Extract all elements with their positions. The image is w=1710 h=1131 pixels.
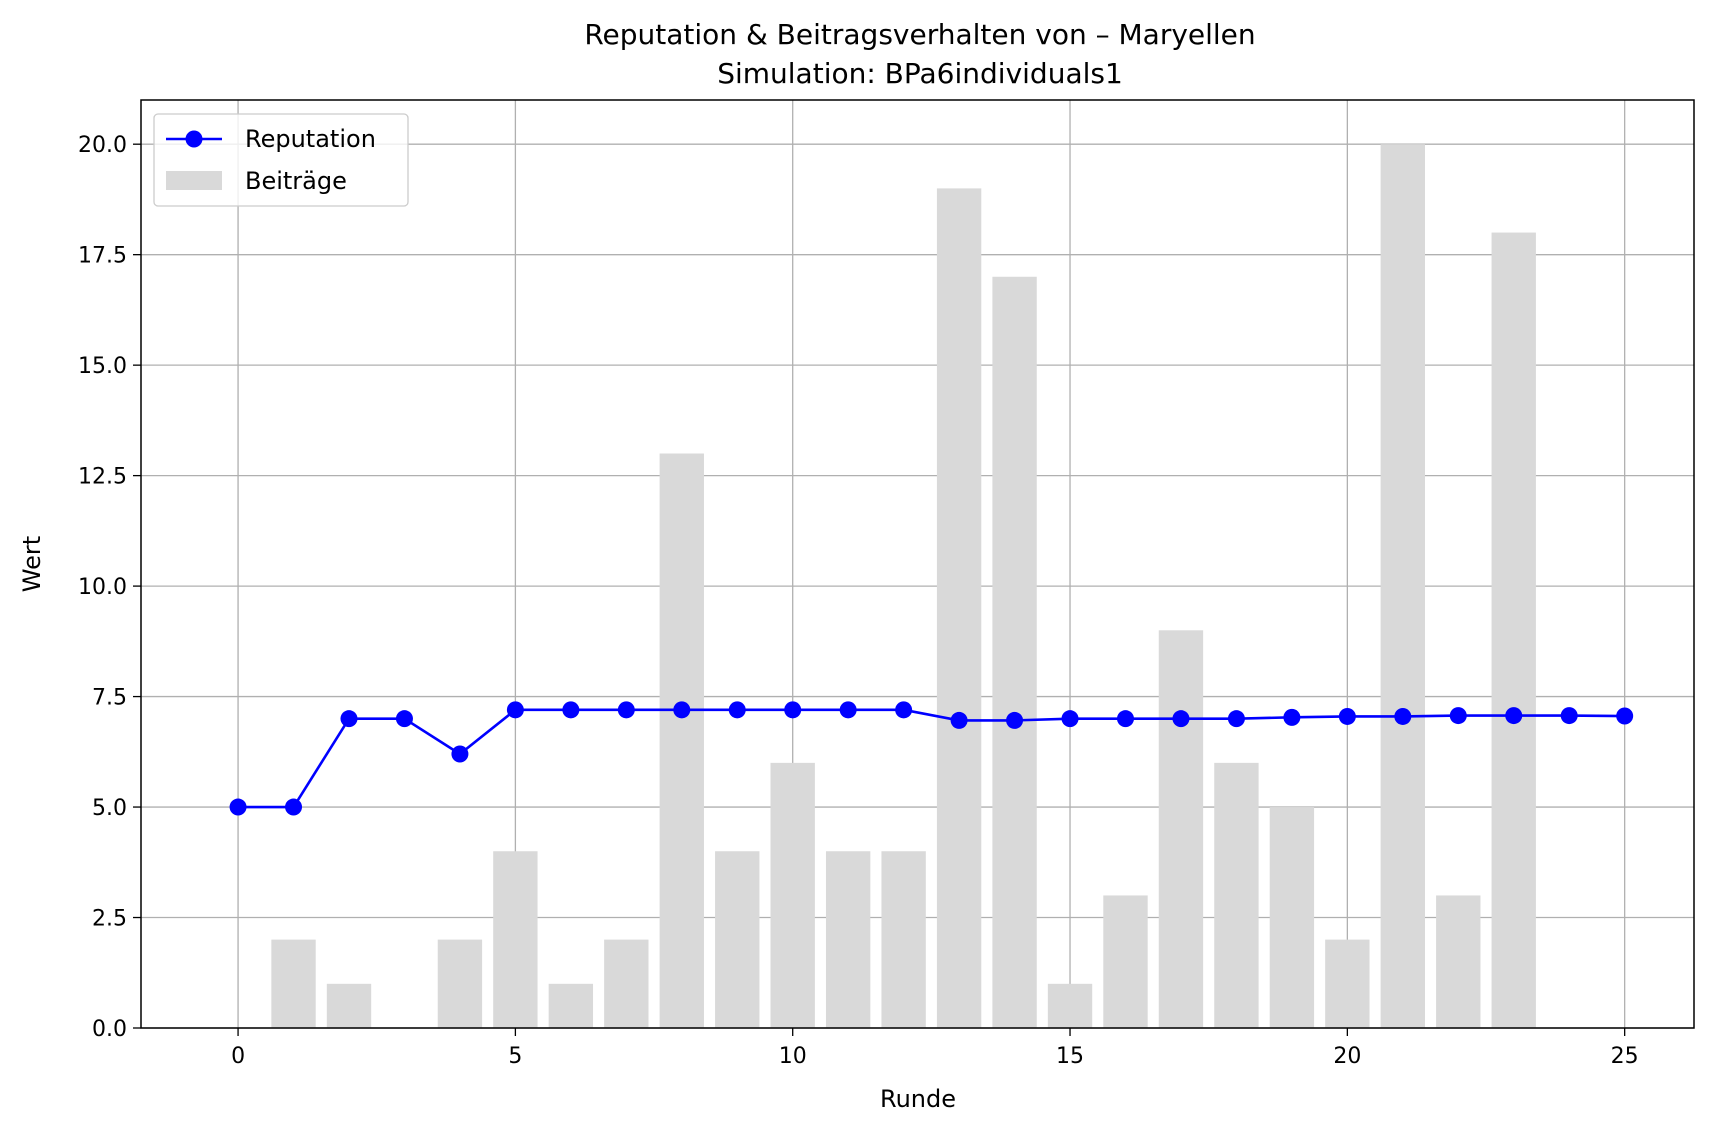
legend-bar-swatch <box>166 171 222 190</box>
y-tick-label-6: 15.0 <box>78 354 127 379</box>
reputation-point-runde-25 <box>1616 707 1634 725</box>
bar-runde-21 <box>1380 144 1425 1028</box>
reputation-point-runde-2 <box>340 710 358 728</box>
x-axis: 0 5 10 15 20 25 <box>231 1028 1639 1069</box>
grid <box>141 100 1694 1029</box>
legend-label-beitraege: Beiträge <box>245 167 347 195</box>
reputation-point-runde-0 <box>229 798 247 816</box>
y-tick-label-7: 17.5 <box>78 244 127 269</box>
reputation-point-runde-20 <box>1338 707 1356 725</box>
bar-runde-23 <box>1491 232 1536 1029</box>
bar-runde-18 <box>1214 762 1259 1028</box>
chart-title: Reputation & Beitragsverhalten von – Mar… <box>584 18 1255 51</box>
reputation-point-runde-6 <box>562 701 580 719</box>
reputation-point-runde-13 <box>950 711 968 729</box>
reputation-point-runde-1 <box>285 798 303 816</box>
reputation-point-runde-22 <box>1449 707 1467 725</box>
reputation-points <box>229 701 1634 816</box>
reputation-point-runde-7 <box>617 701 635 719</box>
bar-runde-7 <box>604 939 649 1028</box>
bar-runde-22 <box>1436 895 1481 1028</box>
reputation-point-runde-10 <box>784 701 802 719</box>
y-tick-label-0: 0.0 <box>92 1017 127 1042</box>
reputation-point-runde-18 <box>1227 710 1245 728</box>
legend-marker-swatch <box>185 130 203 148</box>
y-tick-label-5: 12.5 <box>78 465 127 490</box>
reputation-point-runde-5 <box>506 701 524 719</box>
y-tick-label-8: 20.0 <box>78 133 127 158</box>
bar-runde-12 <box>881 851 926 1028</box>
reputation-point-runde-3 <box>395 710 413 728</box>
x-tick-label-4: 20 <box>1333 1044 1361 1069</box>
x-tick-label-0: 0 <box>231 1044 245 1069</box>
reputation-point-runde-8 <box>673 701 691 719</box>
bar-series <box>271 144 1536 1029</box>
reputation-point-runde-21 <box>1394 707 1412 725</box>
reputation-point-runde-24 <box>1560 707 1578 725</box>
y-tick-label-2: 5.0 <box>92 796 127 821</box>
bar-runde-2 <box>326 983 372 1028</box>
x-tick-label-3: 15 <box>1056 1044 1084 1069</box>
bar-runde-16 <box>1103 895 1148 1028</box>
bar-runde-17 <box>1158 630 1204 1028</box>
bar-runde-9 <box>715 851 760 1028</box>
bar-runde-4 <box>437 939 483 1028</box>
bar-runde-15 <box>1047 983 1093 1028</box>
legend: Reputation Beiträge <box>153 113 409 207</box>
chart-subtitle: Simulation: BPa6individuals1 <box>717 57 1123 90</box>
x-axis-label: Runde <box>880 1085 956 1113</box>
y-tick-label-3: 7.5 <box>92 686 127 711</box>
bar-runde-1 <box>271 939 316 1028</box>
x-tick-label-5: 25 <box>1611 1044 1639 1069</box>
y-axis: 0.0 2.5 5.0 7.5 10.0 12.5 15.0 17.5 20.0 <box>78 133 141 1042</box>
reputation-line <box>238 708 1625 809</box>
reputation-point-runde-23 <box>1505 707 1523 725</box>
bar-runde-8 <box>659 453 704 1028</box>
reputation-point-runde-14 <box>1006 711 1024 729</box>
reputation-point-runde-16 <box>1116 710 1134 728</box>
reputation-point-runde-17 <box>1172 710 1190 728</box>
x-tick-label-1: 5 <box>508 1044 522 1069</box>
x-tick-label-2: 10 <box>779 1044 807 1069</box>
reputation-point-runde-11 <box>839 701 857 719</box>
plot-frame <box>140 99 1695 1029</box>
bar-runde-11 <box>825 851 871 1028</box>
y-axis-label: Wert <box>18 536 46 592</box>
bar-runde-14 <box>992 276 1037 1028</box>
bar-runde-20 <box>1325 939 1370 1028</box>
reputation-point-runde-4 <box>451 745 469 763</box>
bar-runde-19 <box>1269 807 1315 1028</box>
y-tick-label-4: 10.0 <box>78 575 127 600</box>
reputation-point-runde-9 <box>728 701 746 719</box>
reputation-point-runde-15 <box>1061 710 1079 728</box>
bar-runde-5 <box>493 851 538 1028</box>
reputation-point-runde-19 <box>1283 708 1301 726</box>
reputation-point-runde-12 <box>895 701 913 719</box>
bar-runde-6 <box>548 983 594 1028</box>
y-tick-label-1: 2.5 <box>92 907 127 932</box>
legend-label-reputation: Reputation <box>245 125 376 153</box>
bar-runde-10 <box>770 762 815 1028</box>
bar-runde-13 <box>936 188 982 1028</box>
